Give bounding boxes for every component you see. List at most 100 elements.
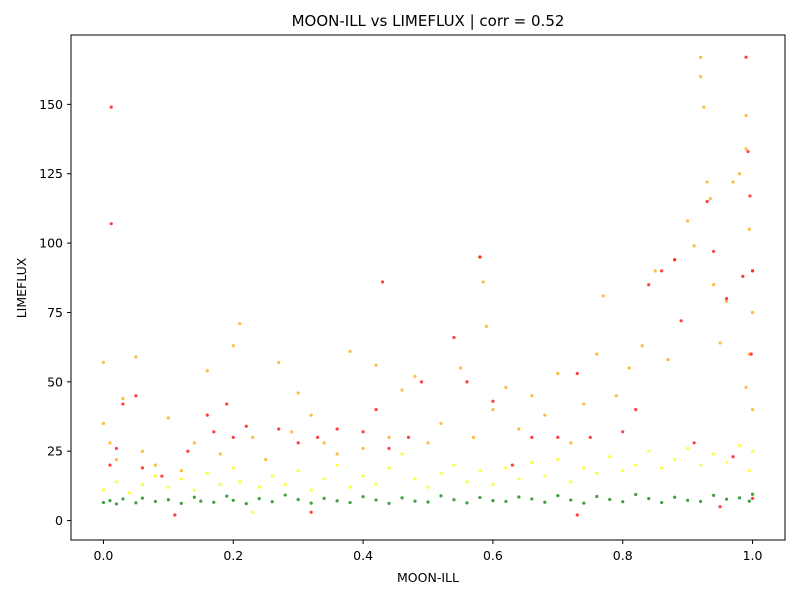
- data-point: [737, 444, 742, 448]
- data-point: [231, 344, 235, 348]
- data-point: [225, 494, 229, 498]
- data-point: [749, 352, 753, 356]
- data-point: [582, 402, 586, 406]
- data-point: [660, 466, 664, 470]
- data-point: [737, 496, 742, 500]
- data-point: [530, 497, 534, 501]
- data-point: [705, 199, 709, 204]
- data-point: [647, 283, 651, 287]
- data-point: [218, 452, 222, 456]
- data-point: [647, 449, 651, 453]
- data-point: [724, 297, 729, 301]
- x-tick-label: 0.0: [94, 548, 114, 563]
- data-point: [582, 466, 586, 470]
- data-point: [686, 219, 690, 223]
- data-point: [244, 424, 248, 428]
- data-point: [510, 463, 514, 467]
- data-point: [595, 494, 599, 499]
- data-point: [439, 471, 443, 476]
- data-point: [374, 482, 378, 487]
- data-point: [686, 446, 690, 451]
- data-point: [361, 430, 365, 434]
- data-point: [296, 391, 300, 395]
- x-tick-label: 0.4: [353, 548, 373, 563]
- data-point: [212, 500, 216, 504]
- data-point: [192, 495, 196, 499]
- data-point: [277, 427, 281, 431]
- data-point: [614, 394, 618, 398]
- data-point: [121, 497, 125, 501]
- data-point: [686, 498, 690, 502]
- data-point: [309, 510, 313, 514]
- data-point: [186, 449, 190, 453]
- data-point: [582, 501, 586, 505]
- data-point: [322, 496, 326, 500]
- x-tick-label: 1.0: [743, 548, 763, 563]
- data-point: [517, 477, 521, 481]
- data-point: [335, 427, 339, 431]
- data-point: [569, 480, 573, 484]
- data-point: [413, 374, 417, 378]
- data-point: [530, 394, 534, 398]
- y-tick-label: 125: [39, 166, 63, 181]
- data-point: [192, 488, 196, 492]
- data-point: [750, 496, 755, 500]
- data-point: [452, 335, 456, 340]
- data-point: [750, 269, 755, 273]
- data-point: [750, 407, 755, 412]
- data-point: [699, 55, 703, 59]
- data-point: [238, 480, 242, 484]
- data-point: [231, 466, 235, 470]
- data-point: [309, 413, 313, 417]
- data-point: [747, 227, 751, 231]
- data-point: [192, 441, 196, 445]
- data-point: [166, 416, 170, 420]
- data-point: [361, 446, 365, 451]
- data-point: [270, 500, 274, 504]
- data-point: [108, 463, 112, 467]
- data-point: [101, 360, 106, 365]
- y-axis-label: LIMEFLUX: [14, 257, 29, 318]
- data-point: [699, 463, 703, 467]
- data-point: [153, 499, 157, 504]
- data-point: [296, 497, 300, 502]
- data-point: [621, 469, 625, 473]
- data-point: [166, 485, 170, 489]
- data-point: [471, 435, 476, 439]
- data-point: [718, 341, 722, 345]
- data-point: [160, 474, 164, 478]
- data-point: [101, 488, 106, 492]
- data-point: [173, 513, 177, 517]
- data-point: [199, 499, 203, 503]
- data-point: [744, 55, 748, 59]
- data-point: [634, 463, 638, 467]
- data-point: [478, 469, 482, 473]
- data-point: [108, 441, 112, 445]
- data-point: [621, 500, 625, 504]
- data-point: [387, 466, 391, 470]
- data-point: [452, 463, 456, 467]
- data-point: [724, 299, 729, 303]
- data-point: [309, 501, 313, 505]
- data-point: [264, 457, 268, 462]
- data-point: [673, 258, 677, 262]
- data-point: [504, 385, 508, 389]
- data-point: [400, 496, 404, 500]
- data-point: [290, 430, 294, 434]
- data-point: [212, 430, 216, 434]
- data-point: [746, 149, 750, 154]
- data-point: [205, 369, 209, 373]
- data-point: [517, 495, 521, 499]
- data-point: [737, 172, 742, 176]
- data-point: [465, 380, 469, 384]
- data-point: [387, 446, 391, 451]
- data-point: [439, 421, 443, 426]
- data-point: [708, 197, 712, 201]
- data-point: [627, 366, 631, 370]
- data-point: [153, 474, 157, 478]
- data-point: [134, 355, 138, 359]
- data-point: [595, 352, 599, 356]
- data-point: [712, 283, 716, 287]
- data-point: [413, 499, 417, 503]
- data-point: [744, 113, 748, 118]
